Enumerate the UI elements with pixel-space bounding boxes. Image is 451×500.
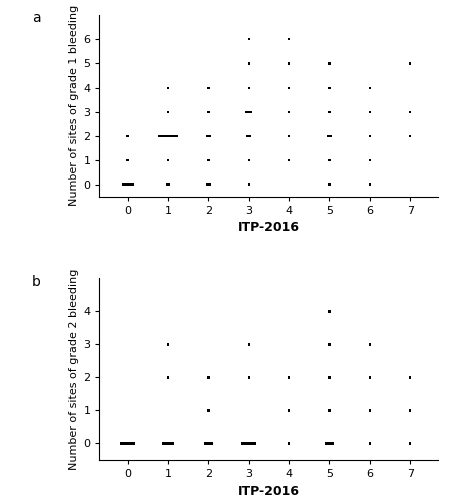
Bar bbox=[166, 111, 169, 113]
Bar bbox=[287, 442, 290, 445]
Bar bbox=[327, 409, 330, 412]
Bar bbox=[166, 159, 169, 162]
Bar bbox=[327, 184, 330, 186]
Bar bbox=[207, 111, 209, 113]
Bar bbox=[241, 442, 255, 445]
Bar bbox=[161, 442, 174, 445]
Bar bbox=[126, 159, 129, 162]
Bar bbox=[287, 409, 290, 412]
Bar bbox=[408, 111, 410, 113]
Bar bbox=[368, 343, 370, 346]
Bar bbox=[247, 343, 249, 346]
Bar bbox=[120, 442, 135, 445]
Bar bbox=[408, 442, 410, 445]
Text: a: a bbox=[32, 12, 40, 26]
Bar bbox=[206, 135, 210, 137]
Bar bbox=[247, 62, 249, 64]
Bar bbox=[247, 38, 249, 40]
Bar bbox=[166, 86, 169, 88]
Bar bbox=[126, 135, 129, 137]
Y-axis label: Number of sites of grade 2 bleeding: Number of sites of grade 2 bleeding bbox=[69, 268, 79, 470]
Bar bbox=[287, 376, 290, 379]
Text: b: b bbox=[32, 274, 41, 288]
Bar bbox=[287, 62, 290, 64]
Bar bbox=[368, 184, 370, 186]
Bar bbox=[327, 376, 330, 379]
Bar bbox=[247, 376, 249, 379]
Bar bbox=[287, 159, 290, 162]
Bar bbox=[324, 442, 334, 445]
Bar bbox=[165, 184, 170, 186]
X-axis label: ITP-2016: ITP-2016 bbox=[237, 221, 299, 234]
Bar bbox=[166, 376, 169, 379]
Bar bbox=[287, 135, 290, 137]
Bar bbox=[327, 111, 330, 113]
Bar bbox=[368, 442, 370, 445]
Bar bbox=[158, 135, 177, 137]
Bar bbox=[287, 38, 290, 40]
Bar bbox=[327, 159, 330, 162]
Y-axis label: Number of sites of grade 1 bleeding: Number of sites of grade 1 bleeding bbox=[69, 5, 79, 206]
Bar bbox=[207, 376, 209, 379]
Bar bbox=[327, 310, 330, 313]
Bar bbox=[287, 86, 290, 88]
Bar bbox=[247, 159, 249, 162]
Bar bbox=[207, 86, 209, 88]
Bar bbox=[408, 409, 410, 412]
Bar bbox=[206, 184, 210, 186]
Bar bbox=[368, 111, 370, 113]
Bar bbox=[244, 111, 252, 113]
Bar bbox=[368, 135, 370, 137]
Bar bbox=[368, 409, 370, 412]
Bar bbox=[287, 111, 290, 113]
Bar bbox=[327, 86, 330, 88]
Bar bbox=[368, 376, 370, 379]
Bar bbox=[368, 159, 370, 162]
Bar bbox=[368, 86, 370, 88]
Bar bbox=[408, 135, 410, 137]
Bar bbox=[247, 184, 249, 186]
Bar bbox=[203, 442, 213, 445]
Bar bbox=[408, 62, 410, 64]
Bar bbox=[408, 376, 410, 379]
Bar bbox=[121, 184, 133, 186]
Bar bbox=[327, 343, 330, 346]
X-axis label: ITP-2016: ITP-2016 bbox=[237, 484, 299, 498]
Bar bbox=[166, 343, 169, 346]
Bar bbox=[327, 62, 330, 64]
Bar bbox=[207, 159, 209, 162]
Bar bbox=[327, 135, 331, 137]
Bar bbox=[247, 86, 249, 88]
Bar bbox=[207, 409, 209, 412]
Bar bbox=[246, 135, 251, 137]
